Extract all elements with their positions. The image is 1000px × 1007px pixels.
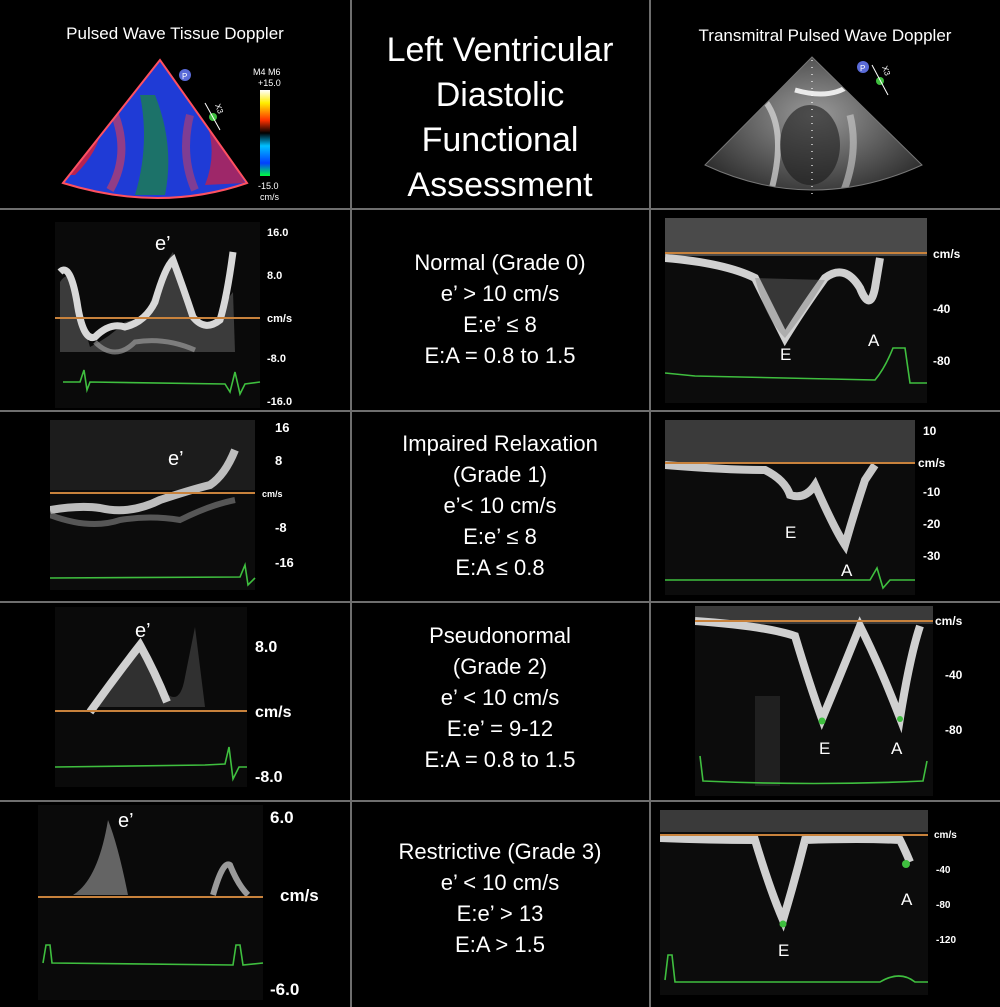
description-line: E:e’ > 13: [456, 901, 544, 926]
e-wave-label: E: [819, 739, 830, 758]
axis-tick: cm/s: [255, 704, 292, 721]
description-line: Restrictive (Grade 3): [398, 839, 602, 864]
mode-label: M4 M6: [253, 67, 281, 77]
column-divider: [649, 0, 651, 1007]
axis-tick: -10: [923, 485, 941, 499]
grade-0-tissue-doppler-tracing: e’ 16.0 8.0 cm/s -8.0 -16.0: [55, 222, 345, 408]
title-line: Functional: [421, 121, 579, 159]
axis-tick: cm/s: [267, 313, 292, 325]
e-prime-label: e’: [118, 810, 134, 832]
axis-tick: 10: [923, 424, 937, 438]
description-line: E:A = 0.8 to 1.5: [424, 747, 576, 772]
a-wave-label: A: [901, 890, 913, 909]
axis-tick: cm/s: [933, 247, 961, 261]
axis-tick: -6.0: [270, 980, 299, 999]
zoom-marker: X3: [880, 65, 892, 78]
description-line: E:A ≤ 0.8: [455, 555, 545, 580]
grade-3-description: Restrictive (Grade 3) e’ < 10 cm/s E:e’ …: [355, 836, 645, 960]
axis-tick: -80: [933, 354, 951, 368]
a-wave-label: A: [891, 739, 903, 758]
axis-tick: 16.0: [267, 227, 288, 239]
grade-1-mitral-doppler-tracing: E A 10 cm/s -10 -20 -30: [665, 420, 995, 598]
description-line: (Grade 2): [452, 654, 548, 679]
axis-tick: cm/s: [935, 614, 963, 628]
grade-2-description: Pseudonormal (Grade 2) e’ < 10 cm/s E:e’…: [355, 620, 645, 775]
e-wave-label: E: [780, 345, 791, 364]
e-wave-label: E: [778, 941, 789, 960]
axis-tick: -8: [275, 520, 287, 535]
axis-tick: 8.0: [255, 639, 277, 656]
axis-tick: -40: [936, 865, 951, 876]
description-line: e’ > 10 cm/s: [440, 281, 560, 306]
axis-tick: 8.0: [267, 270, 282, 282]
axis-tick: -120: [936, 935, 956, 946]
row-divider: [0, 800, 1000, 802]
e-prime-label: e’: [155, 233, 171, 255]
grade-2-mitral-doppler-tracing: E A cm/s -40 -80: [695, 606, 995, 796]
scale-bottom: -15.0: [258, 181, 279, 191]
description-line: e’ < 10 cm/s: [440, 870, 560, 895]
axis-tick: -80: [945, 723, 963, 737]
axis-tick: cm/s: [280, 886, 319, 905]
axis-tick: -16: [275, 555, 294, 570]
axis-tick: 16: [275, 420, 289, 435]
axis-tick: -8.0: [255, 769, 283, 786]
scale-unit: cm/s: [260, 192, 279, 202]
axis-tick: -8.0: [267, 353, 286, 365]
description-line: E:e’ ≤ 8: [463, 524, 537, 549]
zoom-marker: X3: [213, 103, 225, 116]
a-wave-label: A: [841, 561, 853, 580]
mitral-doppler-header: Transmitral Pulsed Wave Doppler: [698, 26, 952, 45]
grade-0-description: Normal (Grade 0) e’ > 10 cm/s E:e’ ≤ 8 E…: [355, 247, 645, 371]
description-line: E:A > 1.5: [455, 932, 545, 957]
description-line: Impaired Relaxation: [402, 431, 598, 456]
title-line: Assessment: [407, 166, 593, 204]
axis-tick: -40: [945, 668, 963, 682]
e-prime-label: e’: [135, 620, 151, 642]
column-divider: [350, 0, 352, 1007]
description-line: Normal (Grade 0): [414, 250, 586, 275]
p-marker: P: [860, 64, 865, 73]
grade-1-tissue-doppler-tracing: e’ 16 8 cm/s -8 -16: [50, 420, 345, 595]
row-divider: [0, 601, 1000, 603]
grade-0-mitral-doppler-tracing: E A cm/s -40 -80: [665, 218, 995, 408]
description-line: e’ < 10 cm/s: [440, 685, 560, 710]
grade-2-tissue-doppler-tracing: e’ 8.0 cm/s -8.0: [55, 607, 345, 787]
axis-tick: 8: [275, 453, 282, 468]
grade-3-mitral-doppler-tracing: E A cm/s -40 -80 -120: [660, 810, 990, 1000]
tissue-doppler-sector-image: P X3 M4 M6 +15.0 -15.0 cm/s: [55, 55, 295, 205]
title-line: Left Ventricular: [386, 31, 614, 69]
axis-tick: cm/s: [262, 489, 283, 499]
description-line: (Grade 1): [452, 462, 548, 487]
axis-tick: -40: [933, 302, 951, 316]
axis-tick: cm/s: [918, 456, 946, 470]
description-line: E:e’ = 9-12: [446, 716, 554, 741]
axis-tick: -16.0: [267, 396, 292, 408]
figure-title: Left Ventricular Diastolic Functional As…: [355, 28, 645, 208]
tissue-doppler-header: Pulsed Wave Tissue Doppler: [66, 24, 284, 43]
e-prime-label: e’: [168, 448, 184, 470]
description-line: Pseudonormal: [429, 623, 571, 648]
grade-3-tissue-doppler-tracing: e’ 6.0 cm/s -6.0: [38, 805, 345, 1000]
axis-tick: -20: [923, 517, 941, 531]
scale-top: +15.0: [258, 78, 281, 88]
grade-1-description: Impaired Relaxation (Grade 1) e’< 10 cm/…: [355, 428, 645, 583]
a-wave-label: A: [868, 331, 880, 350]
title-line: Diastolic: [435, 76, 565, 114]
row-divider: [0, 410, 1000, 412]
axis-tick: -80: [936, 900, 951, 911]
description-line: E:A = 0.8 to 1.5: [424, 343, 576, 368]
description-line: E:e’ ≤ 8: [463, 312, 537, 337]
p-marker: P: [182, 72, 187, 81]
e-wave-label: E: [785, 523, 796, 542]
row-divider: [0, 208, 1000, 210]
axis-tick: -30: [923, 549, 941, 563]
description-line: e’< 10 cm/s: [443, 493, 557, 518]
axis-tick: 6.0: [270, 808, 294, 827]
axis-tick: cm/s: [934, 830, 957, 841]
mitral-sector-image: P X3: [700, 55, 930, 205]
